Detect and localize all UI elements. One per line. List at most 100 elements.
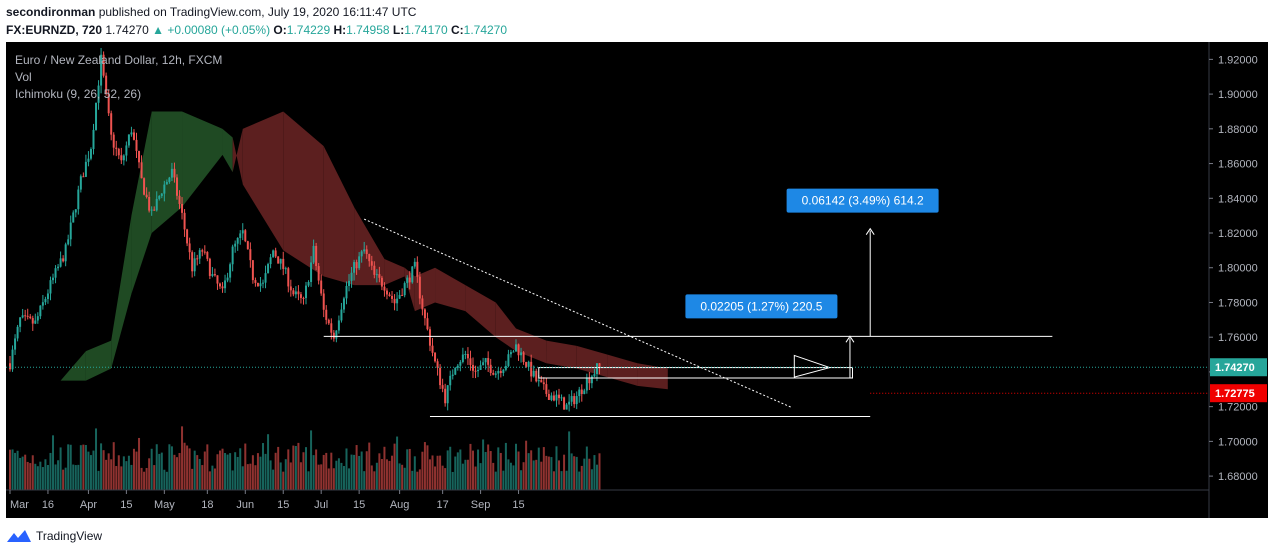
volume-bar [29, 463, 32, 490]
trendline [363, 218, 792, 408]
candle-body [391, 296, 394, 299]
candle-body [378, 274, 381, 278]
candle-body [130, 132, 133, 135]
volume-bar [79, 445, 82, 490]
volume-bar [302, 452, 305, 490]
volume-bar [26, 461, 29, 490]
candle-body [325, 309, 328, 320]
candle-body [388, 294, 391, 297]
volume-bar [105, 459, 108, 490]
volume-bar [451, 471, 454, 490]
volume-bar [49, 452, 52, 490]
price-tick-label: 1.78000 [1218, 297, 1258, 309]
volume-bar [337, 458, 340, 490]
measure-label-2-box[interactable] [786, 188, 939, 213]
volume-bar [77, 464, 80, 490]
volume-bar [368, 442, 371, 490]
volume-bar [52, 435, 55, 490]
candle-body [226, 277, 229, 281]
candle-body [469, 358, 472, 365]
volume-bar [158, 453, 161, 490]
volume-bar [246, 464, 249, 490]
volume-bar [401, 464, 404, 490]
candle-body [120, 155, 123, 161]
volume-bar [345, 448, 348, 490]
volume-bar [282, 471, 285, 490]
close-label: C: [450, 23, 464, 37]
volume-bar [294, 445, 297, 490]
price-chart[interactable]: 0.02205 (1.27%) 220.5 0.06142 (3.49%) 614… [6, 42, 1268, 518]
candle-body [284, 268, 287, 270]
candle-body [575, 396, 578, 405]
volume-bar [585, 446, 588, 490]
volume-bar [229, 453, 232, 490]
volume-bar [115, 466, 118, 490]
candle-body [345, 285, 348, 299]
candle-body [287, 268, 290, 287]
volume-bar [216, 454, 219, 490]
volume-bar [274, 452, 277, 490]
volume-bar [408, 448, 411, 490]
volume-bar [340, 462, 343, 490]
symbol-label: FX:EURNZD, 720 [6, 23, 103, 37]
volume-bar [206, 444, 209, 490]
volume-bar [459, 449, 462, 490]
candle-body [583, 390, 586, 395]
candle-body [464, 353, 467, 355]
volume-bar [127, 455, 130, 490]
candle-body [307, 281, 310, 286]
volume-bar [289, 462, 292, 490]
chart-area[interactable]: 0.02205 (1.27%) 220.5 0.06142 (3.49%) 614… [6, 42, 1268, 518]
candle-body [181, 203, 184, 213]
cloud-segment [637, 363, 668, 390]
volume-bar [95, 428, 98, 490]
cloud-segment [323, 146, 355, 286]
candle-body [494, 373, 497, 375]
volume-bar [489, 451, 492, 490]
candle-body [216, 275, 219, 284]
candle-body [170, 168, 173, 178]
volume-bar [342, 466, 345, 490]
volume-bar [525, 440, 528, 490]
footer-brand[interactable]: TradingView [36, 529, 103, 543]
volume-bar [92, 450, 95, 490]
volume-bar [446, 450, 449, 490]
candle-body [256, 282, 259, 287]
candle-body [165, 181, 168, 185]
current-price-badge: 1.74270 [1215, 362, 1255, 374]
volume-bar [327, 468, 330, 490]
time-tick-label: Aug [390, 499, 410, 511]
volume-bar [125, 461, 128, 490]
volume-bar [563, 454, 566, 490]
candle-body [489, 364, 492, 373]
candle-body [305, 285, 308, 299]
volume-bar [330, 452, 333, 490]
volume-bar [267, 434, 270, 490]
volume-bar [201, 465, 204, 490]
candle-body [69, 222, 72, 240]
publisher-name[interactable]: secondironman [6, 5, 96, 19]
candle-body [267, 264, 270, 274]
measure-label-1-box[interactable] [685, 294, 838, 319]
volume-bar [208, 471, 211, 490]
candle-body [211, 274, 214, 276]
volume-bar [14, 452, 17, 490]
candle-body [431, 345, 434, 353]
candle-body [408, 277, 411, 283]
candle-body [198, 250, 201, 259]
candle-body [64, 244, 67, 262]
candle-body [406, 277, 409, 284]
chart-legend-ichimoku: Ichimoku (9, 26, 52, 26) [15, 87, 141, 101]
candle-body [239, 233, 242, 238]
volume-bar [434, 466, 437, 490]
volume-bar [9, 449, 11, 490]
candle-body [337, 320, 340, 331]
volume-bar [256, 453, 259, 490]
candle-body [110, 113, 113, 135]
candle-body [358, 256, 361, 269]
candle-body [459, 362, 462, 366]
volume-bar [203, 451, 206, 490]
cloud-segment [111, 215, 132, 369]
volume-bar [441, 465, 444, 490]
price-tick-label: 1.72000 [1218, 402, 1258, 414]
